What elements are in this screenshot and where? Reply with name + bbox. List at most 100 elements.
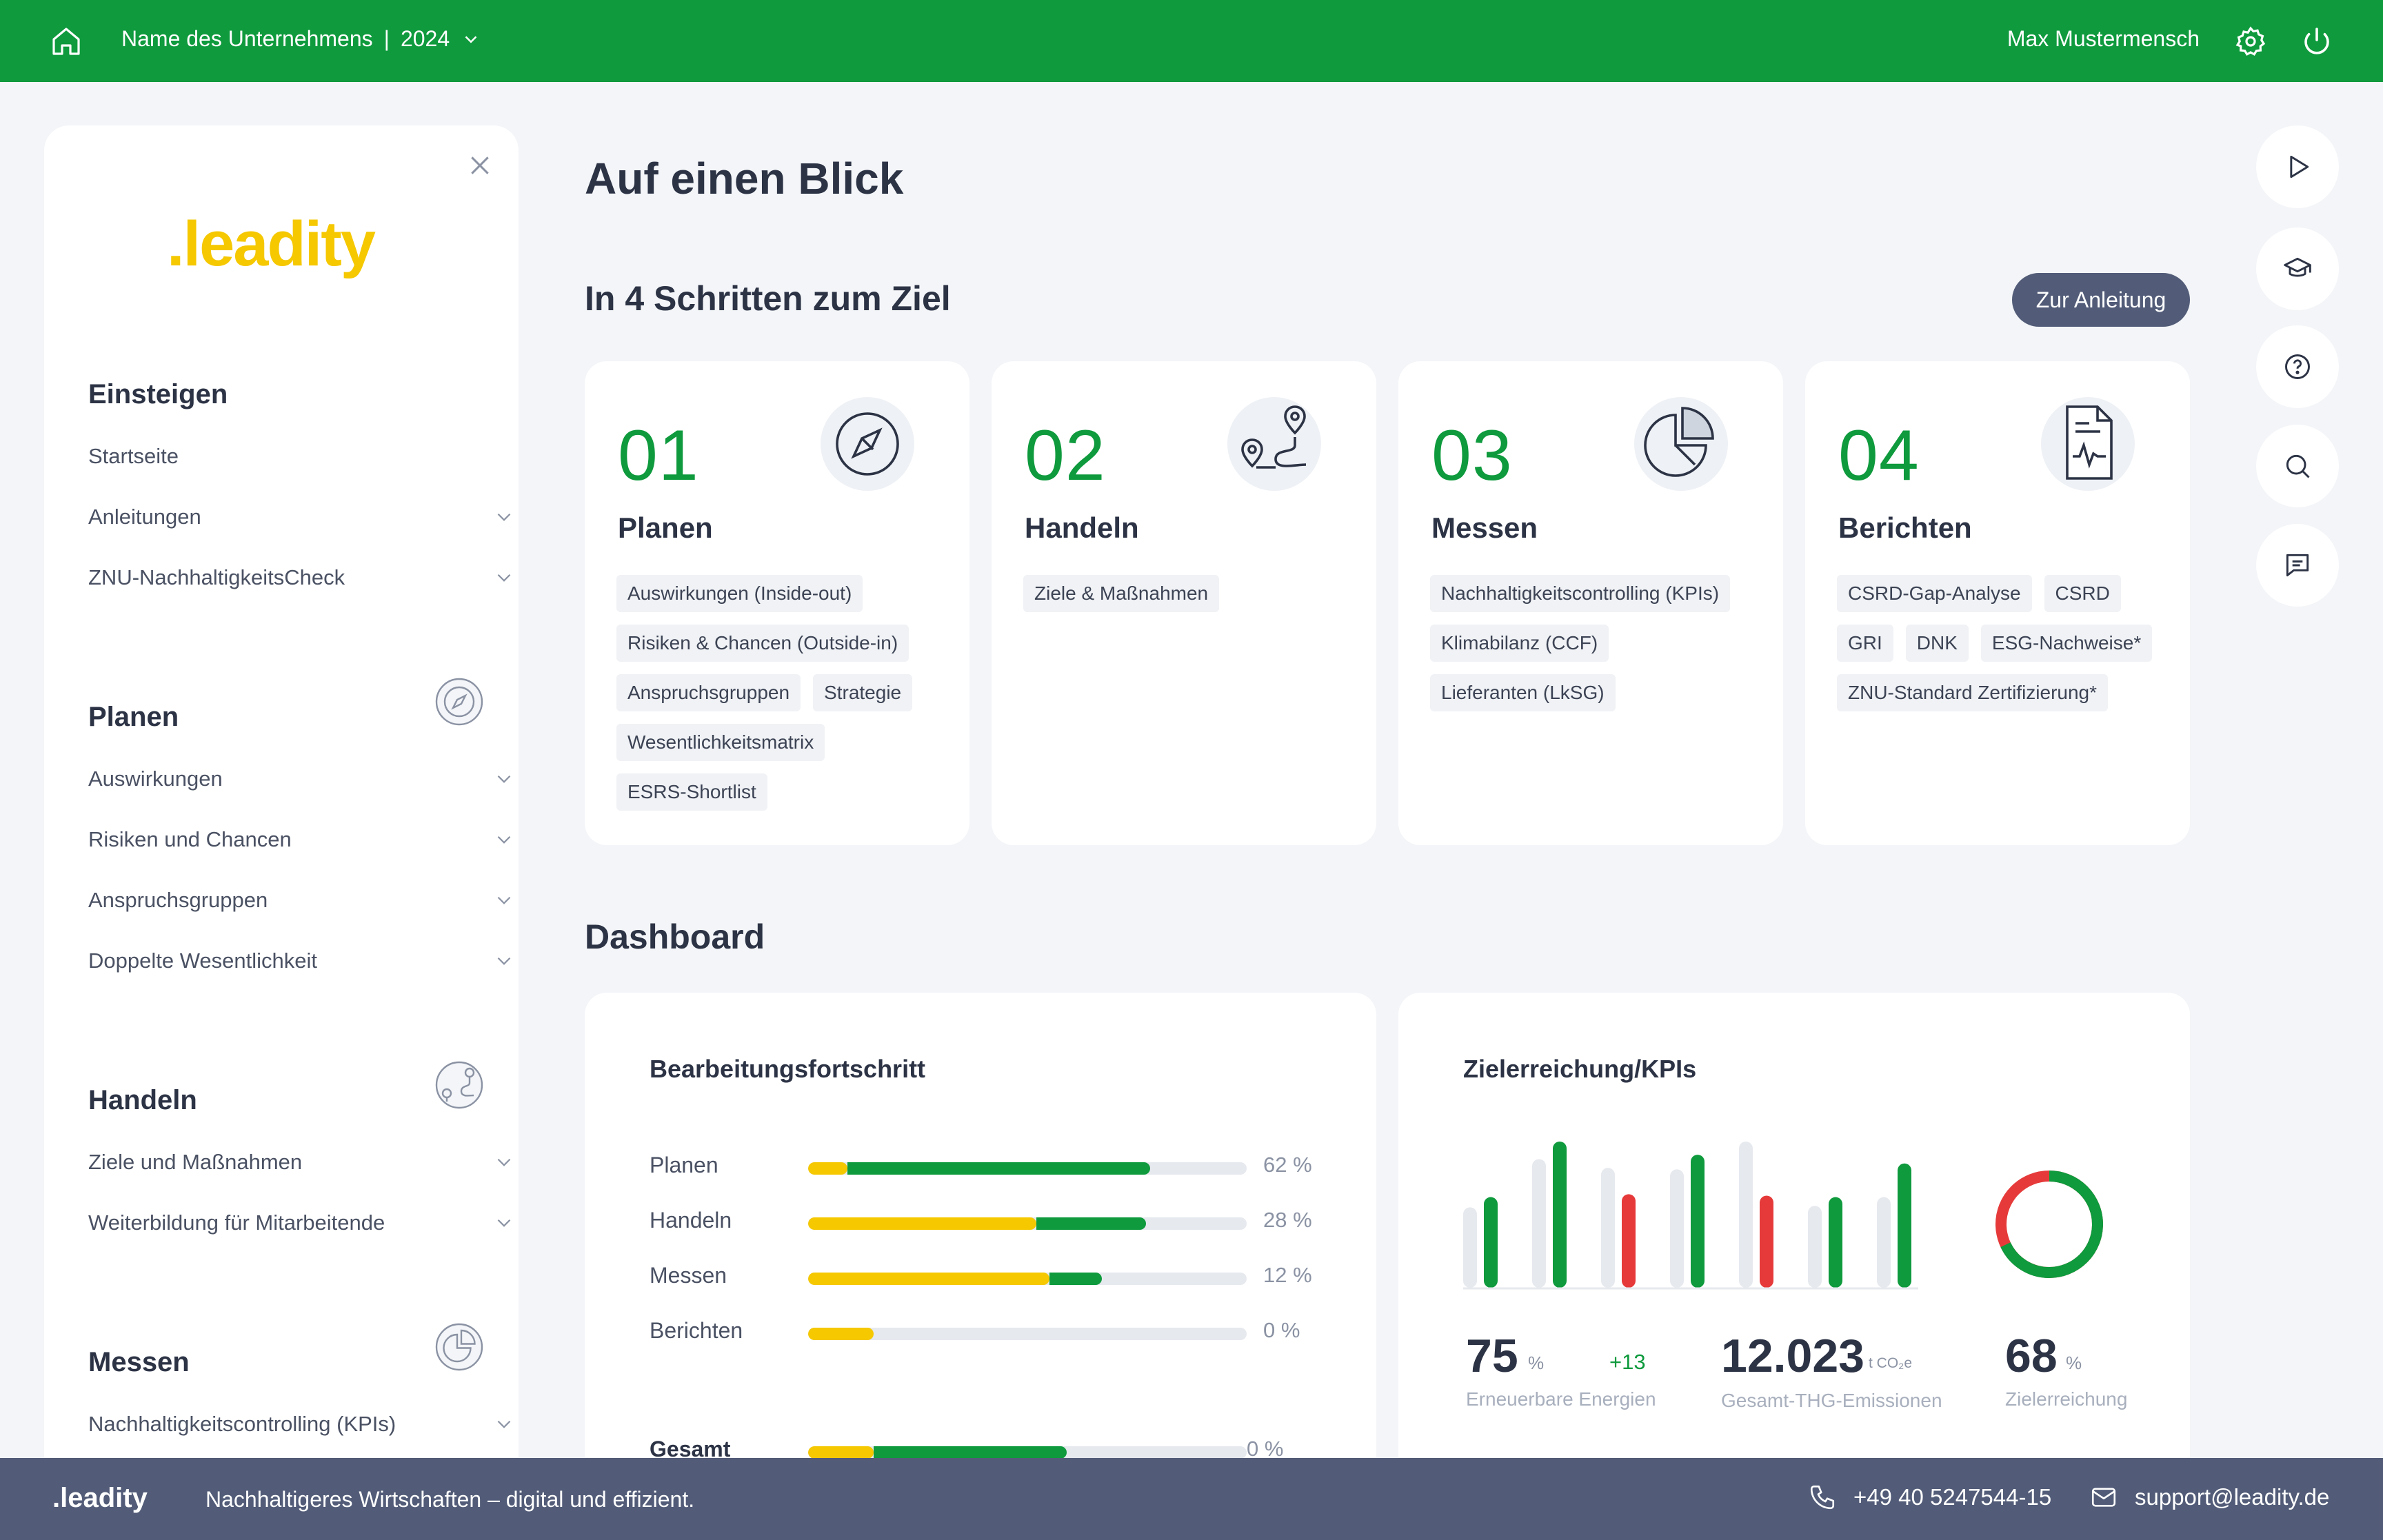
close-icon[interactable] xyxy=(466,152,494,179)
sidebar-item-wesentlichkeit[interactable]: Doppelte Wesentlichkeit xyxy=(88,949,516,973)
chevron-down-icon[interactable] xyxy=(492,889,516,912)
chevron-down-icon[interactable] xyxy=(492,505,516,529)
sidebar-item-startseite[interactable]: Startseite xyxy=(88,444,516,469)
progress-label: Gesamt xyxy=(650,1437,731,1461)
sidebar-item-anleitungen[interactable]: Anleitungen xyxy=(88,505,516,529)
company-selector[interactable]: Name des Unternehmens | 2024 xyxy=(121,26,481,52)
feedback-button[interactable] xyxy=(2256,524,2339,607)
chevron-down-icon xyxy=(465,35,477,43)
progress-track xyxy=(808,1162,1247,1175)
tag-link[interactable]: CSRD xyxy=(2044,575,2121,612)
step-card-handeln[interactable]: 02 Handeln Ziele & Maßnahmen xyxy=(992,361,1376,845)
tag-link[interactable]: ZNU-Standard Zertifizierung* xyxy=(1837,674,2109,711)
sidebar-item-weiterbildung[interactable]: Weiterbildung für Mitarbeitende xyxy=(88,1210,516,1235)
step-card-berichten[interactable]: 04 Berichten CSRD-Gap-Analyse CSRD GRI D… xyxy=(1805,361,2190,845)
chat-icon xyxy=(2286,554,2309,577)
tag-link[interactable]: Klimabilanz (CCF) xyxy=(1430,625,1609,662)
tag-link[interactable]: CSRD-Gap-Analyse xyxy=(1837,575,2032,612)
sidebar-item-label: Risiken und Chancen xyxy=(88,827,292,851)
kpi-bar-target xyxy=(1877,1197,1891,1288)
progress-label: Messen xyxy=(650,1263,727,1288)
sidebar-item-label: ZNU-NachhaltigkeitsCheck xyxy=(88,565,345,589)
sidebar-item-ziele[interactable]: Ziele und Maßnahmen xyxy=(88,1150,516,1175)
tag-link[interactable]: DNK xyxy=(1905,625,1969,662)
sidebar-item-label: Doppelte Wesentlichkeit xyxy=(88,949,317,973)
footer-email: support@leadity.de xyxy=(2135,1484,2330,1510)
chevron-down-icon[interactable] xyxy=(492,828,516,851)
progress-row: Messen 12 % xyxy=(650,1256,1332,1297)
goal-unit: % xyxy=(2066,1352,2082,1373)
sidebar-item-znu-check[interactable]: ZNU-NachhaltigkeitsCheck xyxy=(88,565,516,590)
sidebar-item-kpis[interactable]: Nachhaltigkeitscontrolling (KPIs) xyxy=(88,1412,516,1437)
chevron-down-icon[interactable] xyxy=(492,566,516,589)
step-card-messen[interactable]: 03 Messen Nachhaltigkeitscontrolling (KP… xyxy=(1398,361,1783,845)
progress-bar-green xyxy=(874,1446,1067,1459)
tag-link[interactable]: Auswirkungen (Inside-out) xyxy=(616,575,863,612)
kpi-panel: Zielerreichung/KPIs 75 % +13 Erneuerbare… xyxy=(1398,993,2190,1540)
chevron-down-icon[interactable] xyxy=(492,1211,516,1235)
footer: .leadity Nachhaltigeres Wirtschaften – d… xyxy=(0,1458,2383,1540)
tag-link[interactable]: Ziele & Maßnahmen xyxy=(1023,575,1220,612)
play-icon xyxy=(2290,155,2309,179)
chevron-down-icon[interactable] xyxy=(492,949,516,973)
sidebar-item-risiken[interactable]: Risiken und Chancen xyxy=(88,827,516,852)
progress-value: 28 % xyxy=(1263,1208,1312,1232)
academy-button[interactable] xyxy=(2256,227,2339,310)
tag-link[interactable]: GRI xyxy=(1837,625,1893,662)
footer-email-link[interactable]: support@leadity.de xyxy=(2089,1483,2329,1512)
company-separator: | xyxy=(383,26,390,51)
chevron-down-icon[interactable] xyxy=(492,1151,516,1174)
step-card-planen[interactable]: 01 Planen Auswirkungen (Inside-out) Risi… xyxy=(585,361,969,845)
guide-button[interactable]: Zur Anleitung xyxy=(2012,273,2190,327)
help-icon xyxy=(2285,354,2310,379)
footer-logo: .leadity xyxy=(52,1483,148,1513)
progress-bar-yellow xyxy=(808,1162,848,1175)
gear-icon[interactable] xyxy=(2234,25,2267,58)
sidebar-item-anspruchsgruppen[interactable]: Anspruchsgruppen xyxy=(88,888,516,913)
section-title-planen: Planen xyxy=(88,702,179,732)
chevron-down-icon[interactable] xyxy=(492,767,516,791)
search-button[interactable] xyxy=(2256,425,2339,507)
sidebar: .leadity Einsteigen Startseite Anleitung… xyxy=(44,125,519,1540)
renewable-unit: % xyxy=(1528,1352,1545,1373)
page-title: Auf einen Blick xyxy=(585,154,904,203)
step-number: 01 xyxy=(618,416,699,496)
compass-icon xyxy=(435,678,483,726)
progress-row: Planen 62 % xyxy=(650,1146,1332,1187)
kpi-title: Zielerreichung/KPIs xyxy=(1463,1055,1697,1083)
route-icon xyxy=(1227,397,1321,491)
chevron-down-icon[interactable] xyxy=(492,1412,516,1436)
progress-bar-yellow xyxy=(808,1446,874,1459)
progress-bar-green xyxy=(847,1162,1151,1175)
tag-link[interactable]: Lieferanten (LkSG) xyxy=(1430,674,1616,711)
steps-title: In 4 Schritten zum Ziel xyxy=(585,279,951,318)
progress-bar-yellow xyxy=(808,1273,1049,1285)
pie-chart-icon xyxy=(435,1323,483,1371)
footer-tagline: Nachhaltigeres Wirtschaften – digital un… xyxy=(205,1487,695,1512)
help-button[interactable] xyxy=(2256,325,2339,408)
tag-link[interactable]: Anspruchsgruppen xyxy=(616,674,801,711)
home-icon[interactable] xyxy=(50,25,83,58)
sidebar-item-auswirkungen[interactable]: Auswirkungen xyxy=(88,767,516,791)
tag-link[interactable]: Risiken & Chancen (Outside-in) xyxy=(616,625,909,662)
pie-chart-icon xyxy=(1634,397,1728,491)
tag-link[interactable]: ESG-Nachweise* xyxy=(1980,625,2153,662)
step-tags: CSRD-Gap-Analyse CSRD GRI DNK ESG-Nachwe… xyxy=(1837,575,2168,711)
tag-link[interactable]: ESRS-Shortlist xyxy=(616,773,767,811)
kpi-bar-actual xyxy=(1691,1155,1705,1288)
section-title-handeln: Handeln xyxy=(88,1085,197,1115)
video-button[interactable] xyxy=(2256,125,2339,208)
goal-donut-chart xyxy=(1995,1171,2103,1278)
progress-track xyxy=(808,1217,1247,1230)
power-icon[interactable] xyxy=(2300,25,2333,58)
user-name[interactable]: Max Mustermensch xyxy=(2007,26,2200,51)
logo: .leadity xyxy=(167,209,376,279)
route-icon xyxy=(435,1061,483,1109)
step-title: Berichten xyxy=(1838,511,1972,544)
kpi-bar-actual xyxy=(1484,1197,1498,1288)
footer-phone-link[interactable]: +49 40 5247544-15 xyxy=(1808,1483,2051,1512)
tag-link[interactable]: Wesentlichkeitsmatrix xyxy=(616,724,825,761)
footer-phone: +49 40 5247544-15 xyxy=(1853,1484,2052,1510)
tag-link[interactable]: Nachhaltigkeitscontrolling (KPIs) xyxy=(1430,575,1731,612)
tag-link[interactable]: Strategie xyxy=(813,674,913,711)
